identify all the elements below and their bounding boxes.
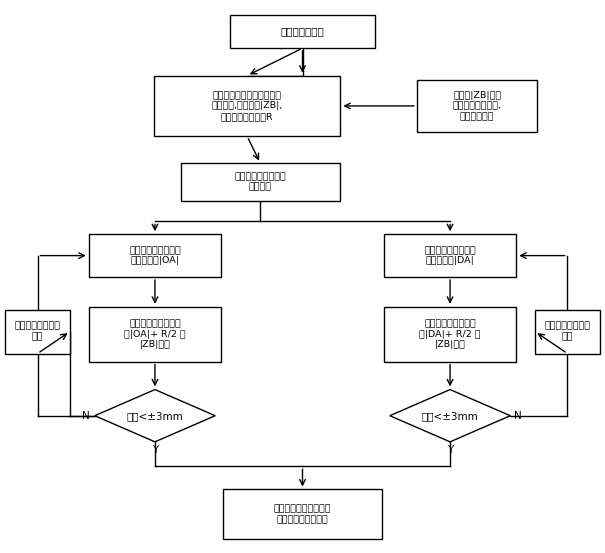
Text: 立辊在手动方式: 立辊在手动方式 [281,27,324,36]
FancyBboxPatch shape [154,76,341,136]
Text: N: N [514,411,522,421]
FancyBboxPatch shape [89,307,221,362]
Polygon shape [390,389,510,442]
Text: 调整立辊操作侧下
开度: 调整立辊操作侧下 开度 [15,322,60,341]
FancyBboxPatch shape [384,234,516,277]
Polygon shape [95,389,215,442]
FancyBboxPatch shape [180,163,340,201]
Text: Y: Y [447,445,453,455]
Text: 用操作侧的开度测量
值|OA|+ R/2 与
|ZB|比较: 用操作侧的开度测量 值|OA|+ R/2 与 |ZB|比较 [124,320,186,349]
Text: 用操作侧的开度测量
值|DA|+ R/2 与
|ZB|比较: 用操作侧的开度测量 值|DA|+ R/2 与 |ZB|比较 [419,320,481,349]
Text: 测量总开度，标定立辊
辊缝，整个标定结束: 测量总开度，标定立辊 辊缝，整个标定结束 [273,504,332,524]
FancyBboxPatch shape [384,307,516,362]
FancyBboxPatch shape [89,234,221,277]
Text: 该距离|ZB|在做
标记线时已计算好,
并且固定不变: 该距离|ZB|在做 标记线时已计算好, 并且固定不变 [453,91,502,121]
Text: Y: Y [152,445,158,455]
Text: 测量立辊传动侧下开
度值，记为|DA|: 测量立辊传动侧下开 度值，记为|DA| [424,246,476,265]
Text: N: N [82,411,90,421]
Text: 差值<±3mm: 差值<±3mm [422,411,479,421]
Text: 立辊两侧上开度手动走到标
记线位置,距离记为|ZB|,
立辊已知直径记为R: 立辊两侧上开度手动走到标 记线位置,距离记为|ZB|, 立辊已知直径记为R [211,91,283,121]
FancyBboxPatch shape [231,15,374,48]
Text: 差值<±3mm: 差值<±3mm [126,411,183,421]
Text: 测量立辊操作侧下开
度值，记为|OA|: 测量立辊操作侧下开 度值，记为|OA| [129,246,181,265]
FancyBboxPatch shape [417,80,537,132]
FancyBboxPatch shape [535,310,600,353]
FancyBboxPatch shape [5,310,70,353]
FancyBboxPatch shape [223,489,382,539]
Text: 在立辊下侧标记出轧
制中心线: 在立辊下侧标记出轧 制中心线 [235,172,286,191]
Text: 调整立辊传动侧下
开度: 调整立辊传动侧下 开度 [544,322,590,341]
